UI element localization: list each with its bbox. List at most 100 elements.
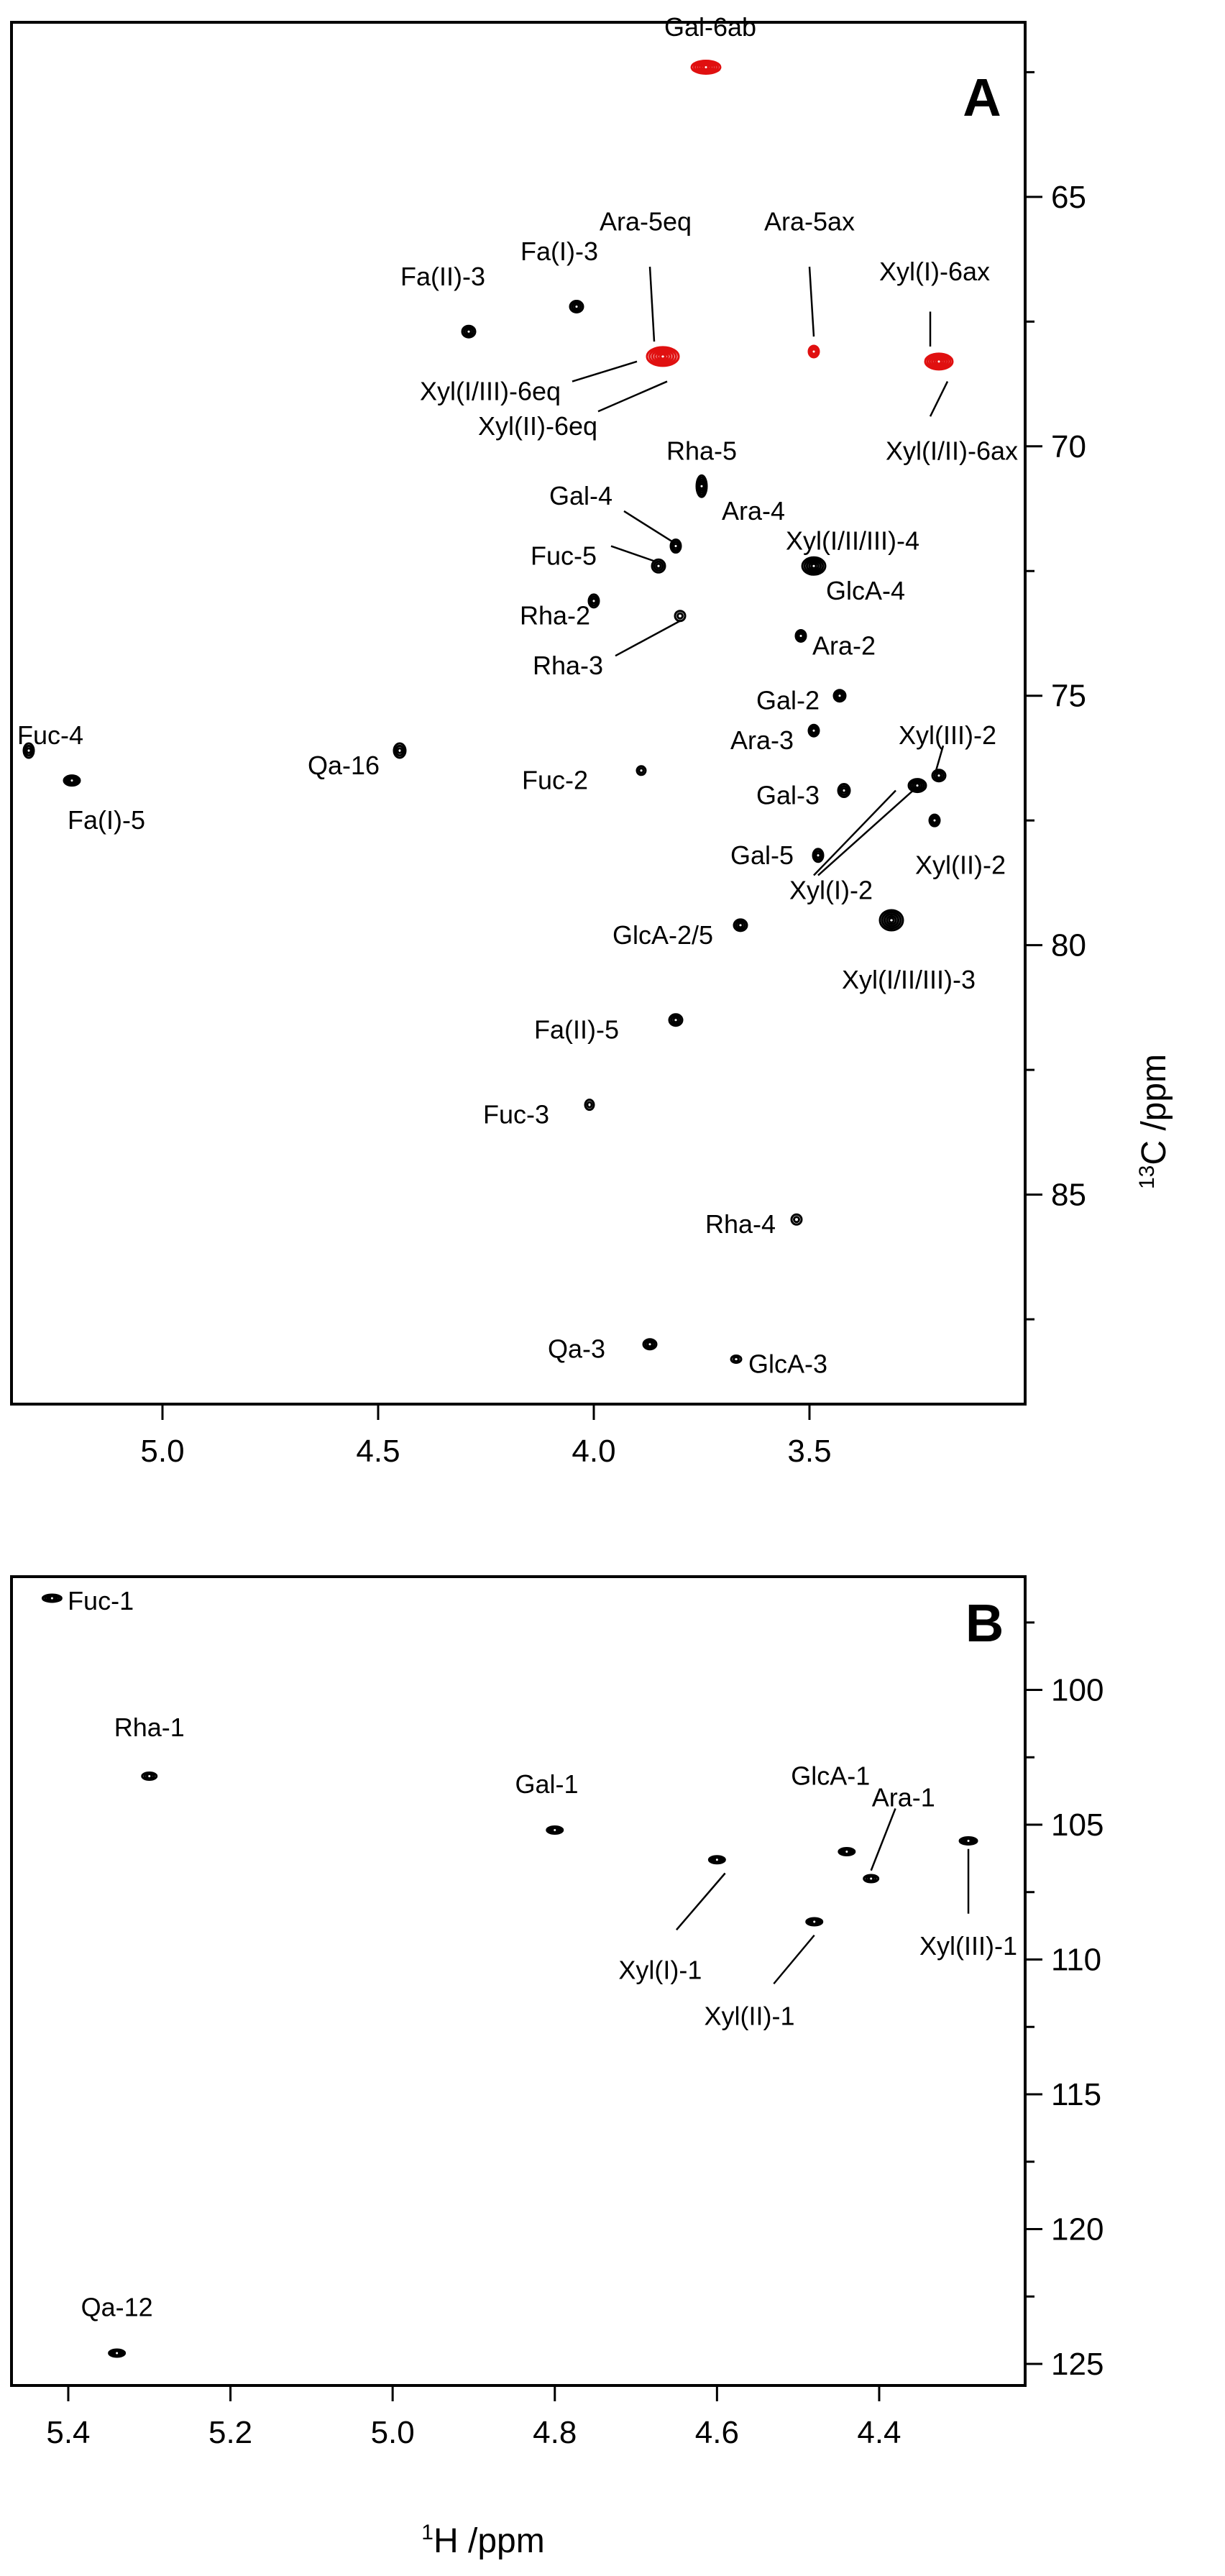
leader-line-xyl-iii-2 xyxy=(933,745,945,776)
panel-b-leader-lines xyxy=(676,1808,970,1985)
peak-label-ara-4: Ara-4 xyxy=(722,496,785,526)
peak-contour xyxy=(813,850,823,861)
peak-contour xyxy=(573,303,580,310)
peak-label-glca-1: GlcA-1 xyxy=(791,1761,870,1791)
peak-contour xyxy=(651,558,666,574)
peak-label-fa-i-5: Fa(I)-5 xyxy=(68,805,145,835)
peak-center xyxy=(838,695,841,697)
peak-center xyxy=(933,819,936,822)
peak-contour xyxy=(591,597,597,605)
leader-line-xyl-i-1 xyxy=(676,1872,726,1931)
peak-contour xyxy=(26,747,32,754)
panel-a-leader-lines xyxy=(572,266,949,876)
peak-contour xyxy=(928,354,950,368)
x-tick-label: 4.5 xyxy=(356,1434,400,1469)
peak-contour xyxy=(914,782,921,789)
peak-contour xyxy=(656,352,669,361)
peak-rha-1 xyxy=(141,1771,158,1781)
y-tick-label: 125 xyxy=(1051,2347,1104,2382)
peak-label-gal-2: Gal-2 xyxy=(756,686,820,715)
peak-label-qa-3: Qa-3 xyxy=(548,1334,605,1364)
leader-line-xyl-i-2 xyxy=(817,789,914,876)
peak-center xyxy=(705,65,707,68)
peak-center xyxy=(812,729,815,732)
peak-center xyxy=(715,1858,718,1861)
peak-contour xyxy=(672,1017,679,1023)
peak-contour xyxy=(835,690,845,701)
leader-line-fuc-5 xyxy=(610,545,655,562)
peak-center xyxy=(937,774,940,777)
peak-fa-i-3 xyxy=(569,300,584,314)
peak-qa-3 xyxy=(642,1338,658,1351)
panel-a-axes: 5.0 4.5 4.0 3.5 65 70 75 80 85 xyxy=(140,70,1086,1469)
peak-label-xyl-ii-6eq: Xyl(II)-6eq xyxy=(478,411,597,441)
peak-contour xyxy=(836,692,843,699)
leader-line-ara-1 xyxy=(870,1808,896,1871)
peak-contour xyxy=(935,772,942,779)
peak-label-ara-5eq: Ara-5eq xyxy=(600,207,692,237)
peak-center xyxy=(937,360,940,363)
peak-xyl-i-ii-iii-3 xyxy=(878,909,904,932)
peak-contour xyxy=(646,346,680,367)
peak-label-rha-4: Rha-4 xyxy=(705,1209,776,1239)
peak-contour xyxy=(809,725,819,736)
peak-contour xyxy=(465,329,472,335)
peak-label-fa-ii-3: Fa(II)-3 xyxy=(400,262,485,291)
peak-label-xyl-iii-2: Xyl(III)-2 xyxy=(899,720,996,750)
peak-label-xyl-i-ii-6ax: Xyl(I/II)-6ax xyxy=(886,436,1018,466)
peak-label-rha-3: Rha-3 xyxy=(533,651,603,680)
peak-gal-4 xyxy=(669,538,682,554)
peak-contour xyxy=(926,354,952,370)
peak-center xyxy=(148,1775,151,1777)
leader-line-gal-4 xyxy=(623,510,672,542)
peak-contour xyxy=(878,909,904,932)
peak-center xyxy=(812,564,815,567)
peak-contour xyxy=(928,813,941,828)
peak-center xyxy=(799,634,802,637)
peak-label-xyl-ii-2: Xyl(II)-2 xyxy=(915,851,1006,880)
peak-label-gal-5: Gal-5 xyxy=(730,840,794,870)
peak-label-xyl-i-iii-6eq: Xyl(I/III)-6eq xyxy=(420,376,561,405)
peak-center xyxy=(916,784,919,787)
peak-label-fuc-2: Fuc-2 xyxy=(522,766,588,795)
peak-label-ara-3: Ara-3 xyxy=(730,725,794,755)
peak-center xyxy=(661,355,664,358)
peak-center xyxy=(70,779,73,782)
peak-contour xyxy=(670,1014,682,1025)
peak-center xyxy=(700,485,703,487)
peak-ara-5eq xyxy=(646,346,680,367)
leader-line-ara-5ax xyxy=(808,266,815,337)
peak-label-qa-12: Qa-12 xyxy=(81,2292,153,2321)
peak-center xyxy=(575,306,578,308)
peak-xyl-i-ii-iii-4-glca-4 xyxy=(801,556,827,576)
peak-contour xyxy=(737,922,744,929)
peak-contour xyxy=(832,689,847,703)
peak-ara-1 xyxy=(863,1874,880,1884)
peak-contour xyxy=(396,747,403,754)
peak-label-glca-2-5: GlcA-2/5 xyxy=(612,920,713,950)
y-tick-label: 100 xyxy=(1051,1673,1104,1708)
x-tick-label: 4.0 xyxy=(572,1434,615,1469)
peak-xyl-iii-2 xyxy=(931,769,947,783)
peak-contour xyxy=(638,767,645,774)
peak-contour xyxy=(668,1013,684,1027)
peak-contour xyxy=(883,913,900,927)
peak-center xyxy=(648,1343,651,1346)
peak-contour xyxy=(143,1772,155,1780)
peak-contour xyxy=(935,359,942,365)
peak-label-rha-1: Rha-1 xyxy=(114,1713,185,1742)
peak-contour xyxy=(837,783,851,799)
peak-fuc-3 xyxy=(584,1099,595,1111)
peak-contour xyxy=(669,538,682,554)
peak-contour xyxy=(931,769,947,783)
peak-contour xyxy=(571,301,582,312)
peak-label-xyl-i-6ax: Xyl(I)-6ax xyxy=(879,257,990,286)
peak-ara-2 xyxy=(794,628,807,643)
peak-contour xyxy=(733,918,748,932)
peak-center xyxy=(890,919,893,922)
peak-gal-6ab xyxy=(690,59,722,75)
y-axis-title-text: C /ppm xyxy=(1135,1054,1173,1165)
x-tick-label: 3.5 xyxy=(787,1434,831,1469)
peak-xyl-ii-1 xyxy=(805,1917,824,1927)
